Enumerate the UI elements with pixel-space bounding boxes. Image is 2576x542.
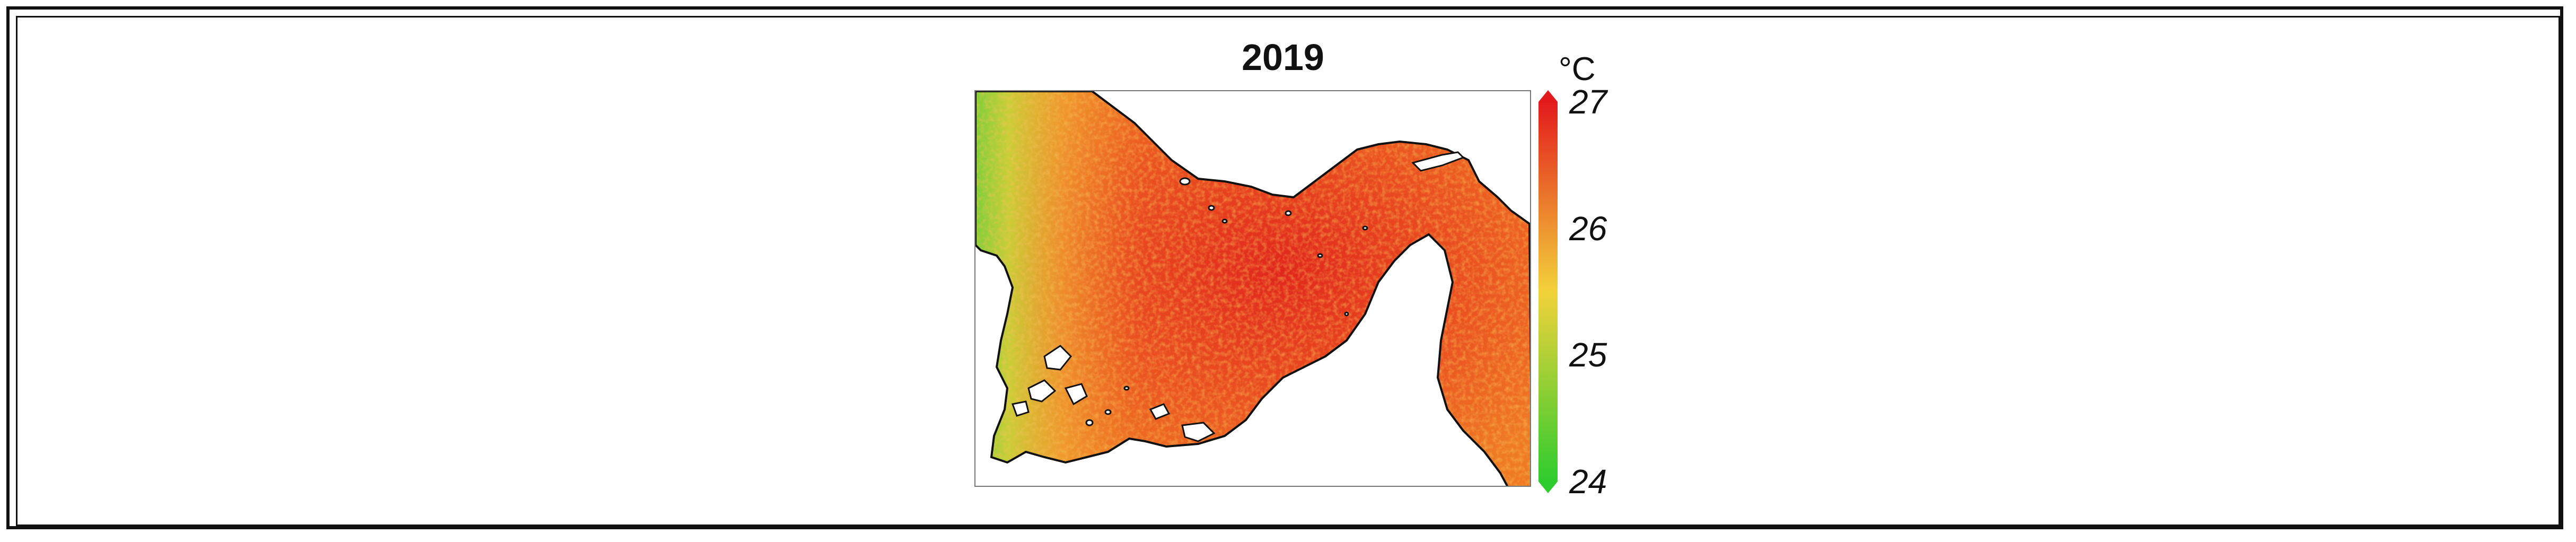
colorbar-gradient bbox=[1538, 102, 1558, 482]
colorbar-tick-label: 24 bbox=[1569, 462, 1607, 501]
island bbox=[1085, 419, 1094, 426]
colorbar bbox=[1538, 90, 1558, 493]
island bbox=[1181, 422, 1216, 442]
island bbox=[1179, 177, 1191, 186]
inner-frame bbox=[16, 16, 2560, 526]
island bbox=[1362, 225, 1368, 231]
island bbox=[1208, 205, 1215, 211]
colorbar-tick-label: 25 bbox=[1569, 336, 1607, 374]
map-panel bbox=[974, 90, 1531, 487]
islands bbox=[1011, 151, 1465, 442]
island bbox=[1064, 383, 1088, 406]
colorbar-tick-label: 26 bbox=[1569, 209, 1607, 248]
colorbar-tick-label: 27 bbox=[1569, 83, 1607, 121]
island bbox=[1043, 345, 1072, 371]
island bbox=[1149, 403, 1171, 420]
island bbox=[1123, 386, 1130, 391]
sea-temperature-map bbox=[975, 91, 1530, 486]
island bbox=[1285, 210, 1292, 216]
island bbox=[1104, 409, 1112, 415]
outer-frame bbox=[6, 6, 2563, 529]
island bbox=[1027, 379, 1057, 403]
island bbox=[1011, 400, 1030, 417]
island bbox=[1221, 218, 1228, 224]
map-title: 2019 bbox=[1242, 37, 1324, 78]
colorbar-max-arrow bbox=[1538, 90, 1558, 102]
colorbar-min-arrow bbox=[1538, 482, 1558, 493]
island bbox=[1317, 253, 1323, 258]
colorbar-unit-label: °C bbox=[1559, 51, 1596, 88]
island bbox=[1344, 311, 1349, 317]
island bbox=[1411, 151, 1465, 172]
